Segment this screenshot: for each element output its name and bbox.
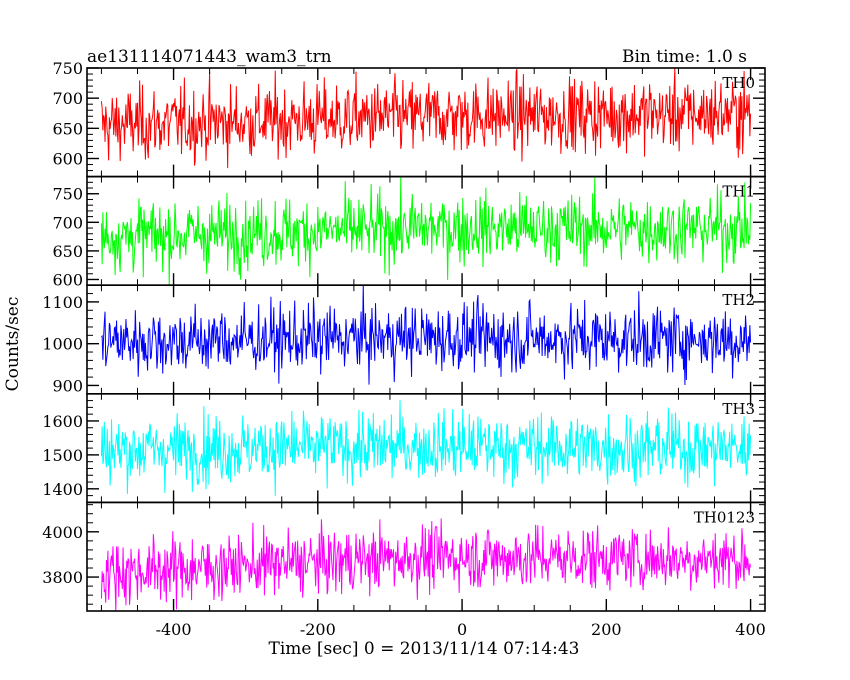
- y-tick-label: 750: [52, 59, 83, 78]
- series-line-th3: [100, 399, 752, 497]
- y-tick-label: 750: [52, 185, 83, 204]
- chart-title: ae131114071443_wam3_trn: [87, 47, 332, 67]
- series-label-th0: TH0: [722, 74, 755, 92]
- x-tick-label: 0: [457, 620, 467, 639]
- y-tick-label: 4000: [42, 523, 83, 542]
- series-line-th2: [101, 285, 752, 385]
- series-line-th0123: [100, 518, 752, 611]
- series-line-th0: [100, 68, 752, 169]
- series-label-th2: TH2: [722, 291, 755, 309]
- x-tick-label: -200: [300, 620, 336, 639]
- y-tick-label: 650: [52, 242, 83, 261]
- series-label-th0123: TH0123: [694, 508, 755, 526]
- series-label-th1: TH1: [722, 183, 755, 201]
- y-tick-label: 900: [52, 376, 83, 395]
- y-tick-label: 1000: [42, 335, 83, 354]
- y-axis-label: Counts/sec: [3, 297, 23, 392]
- x-tick-label: -400: [156, 620, 192, 639]
- y-tick-label: 700: [52, 89, 83, 108]
- y-tick-label: 700: [52, 213, 83, 232]
- series-label-th3: TH3: [722, 400, 755, 418]
- panels: TH0 600 650 700 750 TH1 600 650 700 750 TH2 900 1000…: [42, 59, 766, 639]
- series-line-th1: [100, 176, 752, 286]
- y-tick-label: 1400: [42, 480, 83, 499]
- y-tick-label: 1500: [42, 446, 83, 465]
- y-tick-label: 3800: [42, 568, 83, 587]
- y-tick-label: 600: [52, 270, 83, 289]
- y-tick-label: 1100: [42, 293, 83, 312]
- x-axis-label: Time [sec] 0 = 2013/11/14 07:14:43: [269, 639, 580, 659]
- y-tick-label: 600: [52, 150, 83, 169]
- bin-time-label: Bin time: 1.0 s: [622, 47, 747, 67]
- x-tick-label: 200: [591, 620, 622, 639]
- y-tick-label: 650: [52, 119, 83, 138]
- x-tick-label: 400: [735, 620, 766, 639]
- y-tick-label: 1600: [42, 412, 83, 431]
